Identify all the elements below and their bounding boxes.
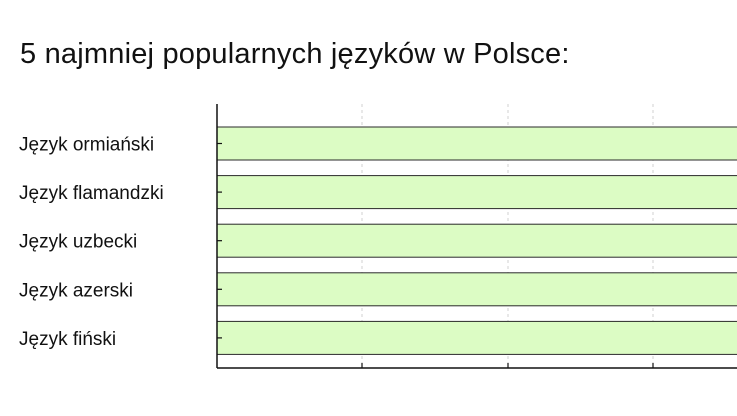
bars [216, 126, 737, 355]
chart-title: 5 najmniej popularnych języków w Polsce: [20, 38, 570, 70]
category-label-1: Język ormiański [19, 135, 154, 156]
bar-5 [216, 320, 737, 355]
bar-1 [216, 126, 737, 161]
bar-3 [216, 223, 737, 258]
axes [216, 104, 737, 369]
bar-4 [216, 272, 737, 307]
bar-2 [216, 175, 737, 210]
category-label-5: Język fiński [19, 329, 116, 350]
category-label-4: Język azerski [19, 280, 133, 301]
category-labels: Język ormiański Język flamandzki Język uzb… [19, 135, 164, 350]
category-label-2: Język flamandzki [19, 183, 164, 204]
category-label-3: Język uzbecki [19, 232, 137, 253]
